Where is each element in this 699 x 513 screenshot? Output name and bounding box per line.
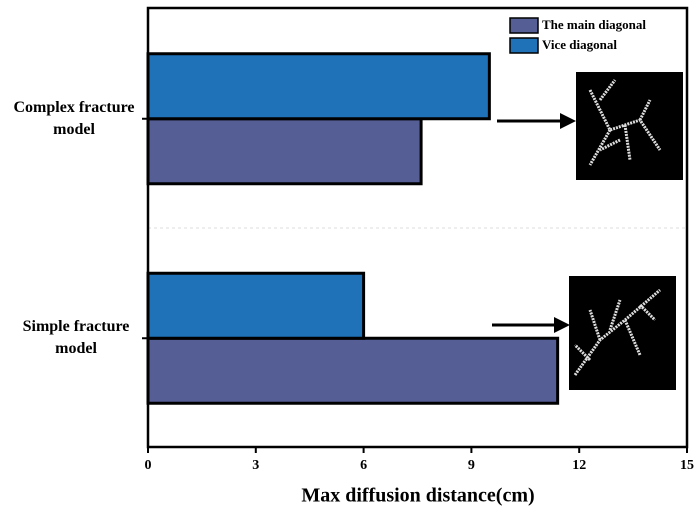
legend-label: Vice diagonal [542, 37, 617, 52]
legend-label: The main diagonal [542, 17, 646, 32]
fracture-image [576, 72, 683, 180]
legend-swatch [510, 18, 538, 33]
x-axis-label: Max diffusion distance(cm) [301, 485, 534, 507]
legend-swatch [510, 38, 538, 53]
x-tick-label: 12 [572, 458, 586, 473]
y-tick-label: Simple fracture model [6, 316, 146, 360]
bar [148, 119, 421, 184]
x-tick-label: 0 [145, 458, 152, 473]
chart: Max diffusion distance(cm) 0 3 6 9 12 15 The m… [0, 0, 699, 513]
x-tick-label: 15 [680, 458, 694, 473]
bar [148, 338, 558, 403]
x-tick-label: 3 [252, 458, 259, 473]
chart-svg: Max diffusion distance(cm) 0 3 6 9 12 15 The m… [0, 0, 699, 513]
bar [148, 54, 489, 119]
x-tick-label: 6 [360, 458, 367, 473]
fracture-image [569, 276, 676, 390]
x-tick-label: 9 [468, 458, 475, 473]
bar [148, 273, 364, 338]
arrow [492, 317, 570, 333]
arrow [497, 113, 576, 129]
y-tick-label: Complex fracture model [4, 97, 144, 141]
